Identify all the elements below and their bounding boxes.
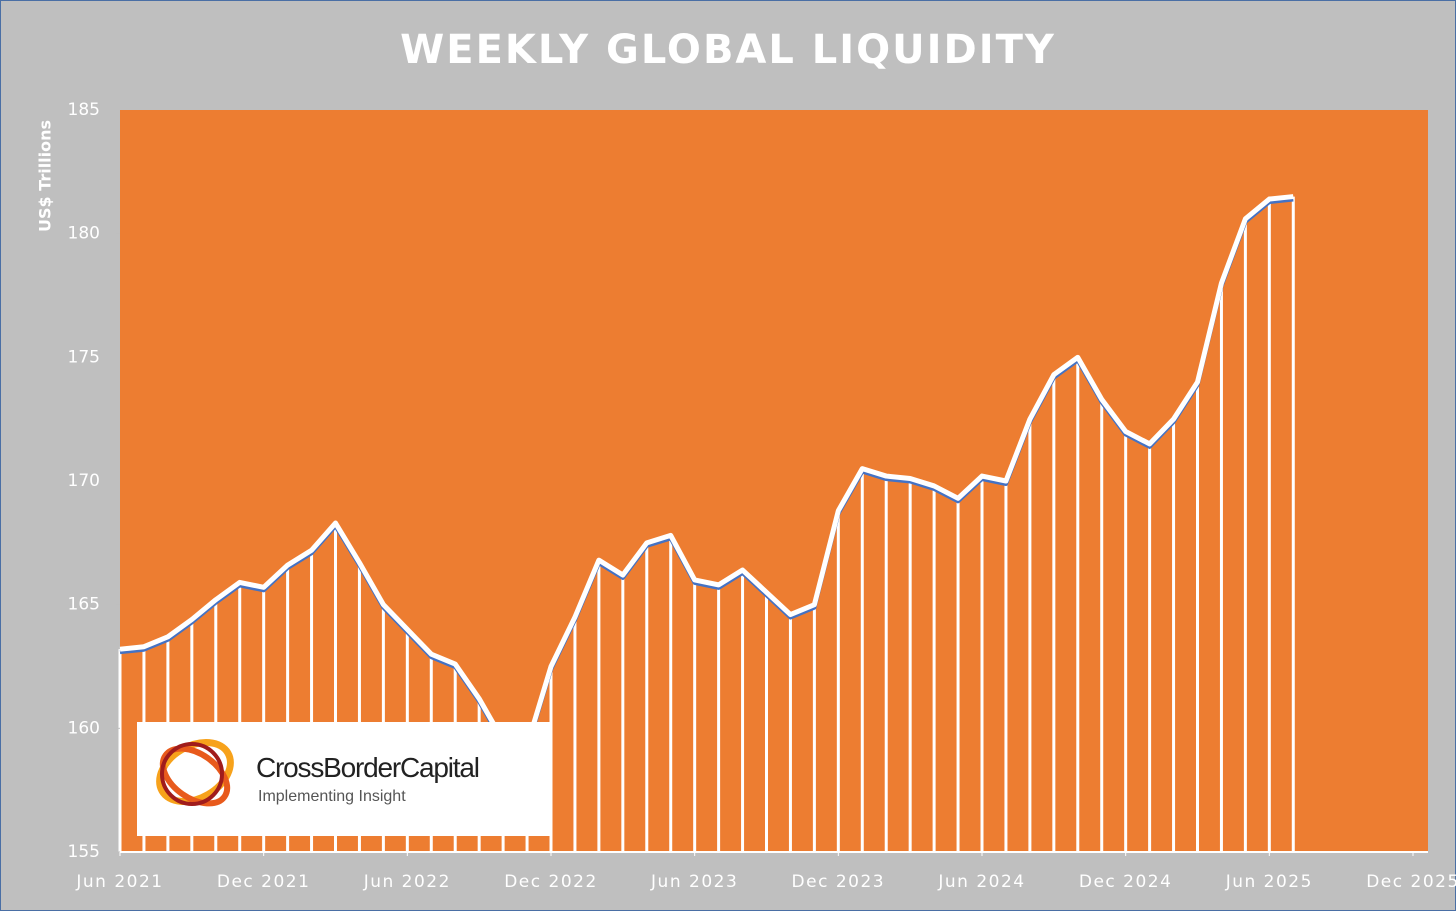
x-tick-label: Jun 2022 [363,872,451,892]
x-tick-label: Jun 2024 [937,872,1025,892]
logo-tagline: Implementing Insight [258,788,406,805]
x-tick-label: Dec 2023 [792,872,886,892]
y-axis-label: US$ Trillions [36,120,55,232]
y-tick-label: 170 [68,471,100,491]
x-tick-label: Jun 2021 [75,872,163,892]
y-tick-label: 185 [68,100,100,120]
y-tick-label: 175 [68,347,100,367]
x-tick-label: Dec 2024 [1079,872,1173,892]
logo-ring [160,742,224,806]
y-tick-label: 180 [68,224,100,244]
x-tick-label: Dec 2022 [504,872,598,892]
logo: CrossBorderCapital Implementing Insight [137,722,552,836]
x-tick-label: Jun 2025 [1225,872,1313,892]
line [119,194,1294,749]
x-tick-label: Jun 2023 [650,872,738,892]
y-tick-label: 160 [68,718,100,738]
x-tick-label: Dec 2025 [1366,872,1456,892]
y-tick-label: 155 [68,842,100,862]
chart-title: WEEKLY GLOBAL LIQUIDITY [400,27,1056,73]
logo-ring [159,745,231,807]
logo-name: CrossBorderCapital [256,752,479,783]
y-tick-label: 165 [68,595,100,615]
x-tick-label: Dec 2021 [217,872,311,892]
